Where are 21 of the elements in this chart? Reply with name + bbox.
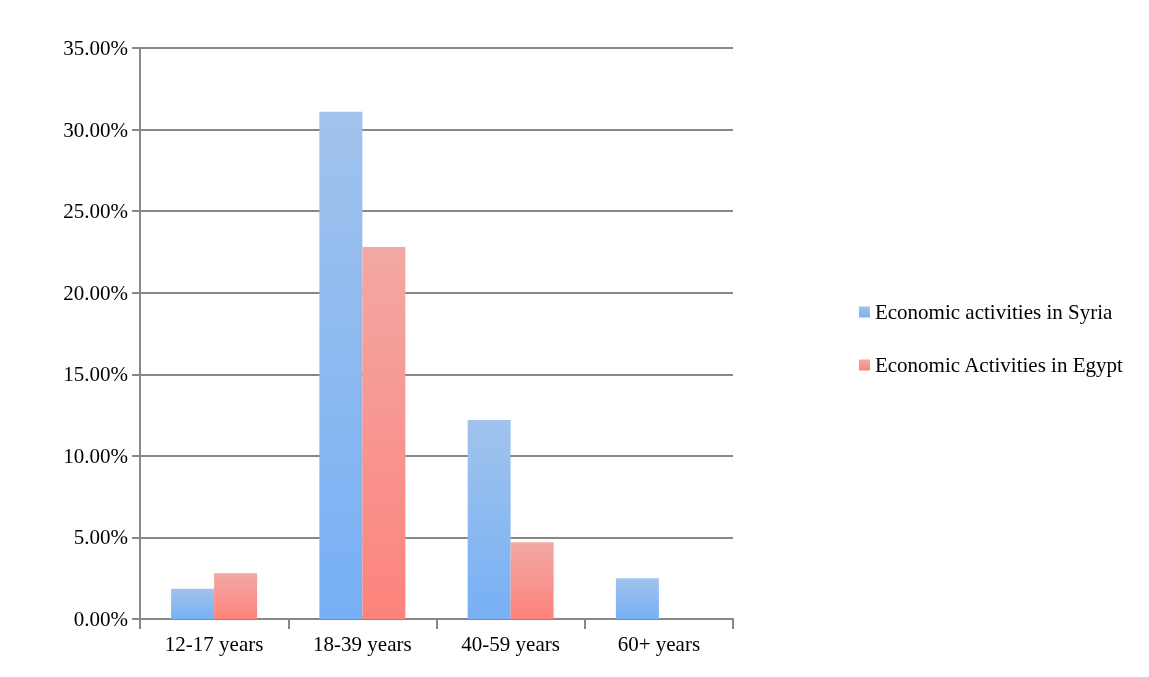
bar [362, 247, 406, 619]
y-tick-label: 5.00% [73, 525, 128, 550]
y-tick-label: 0.00% [73, 607, 128, 631]
y-tick-label: 30.00% [63, 117, 128, 142]
bar [615, 578, 659, 619]
x-tick-label: 60+ years [617, 631, 701, 656]
y-tick-label: 25.00% [63, 199, 128, 224]
x-tick-label: 18-39 years [313, 631, 412, 656]
x-tick-label: 12-17 years [164, 631, 264, 656]
y-tick-label: 20.00% [63, 280, 128, 305]
legend-label: Economic Activities in Egypt [874, 353, 1124, 377]
y-tick-label: 10.00% [63, 443, 128, 468]
x-tick-label: 40-59 years [461, 631, 560, 656]
bar [510, 542, 554, 619]
y-tick-label: 15.00% [63, 362, 128, 387]
bar [214, 573, 258, 619]
bar [319, 111, 363, 619]
bar [467, 419, 511, 619]
legend-label: Economic activities in Syria [874, 300, 1113, 324]
bar [171, 588, 215, 619]
y-tick-label: 35.00% [63, 36, 128, 60]
